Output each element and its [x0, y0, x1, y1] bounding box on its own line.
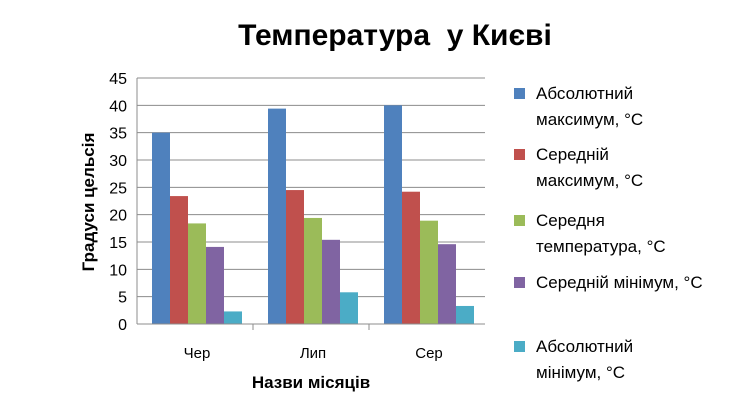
x-category-label: Лип — [300, 345, 326, 362]
bar — [170, 196, 188, 324]
x-axis-title: Назви місяців — [252, 373, 370, 392]
bar — [304, 217, 322, 324]
y-tick-labels: 0 5 10 15 20 25 30 35 40 45 — [109, 71, 127, 334]
y-tick-label: 10 — [109, 262, 127, 279]
bar — [268, 108, 286, 324]
y-tick-label: 0 — [118, 317, 127, 334]
x-category-labels: Чер Лип Сер — [184, 345, 443, 362]
y-tick-label: 45 — [109, 71, 127, 88]
bar — [402, 191, 420, 324]
legend-label: Абсолютний — [536, 84, 633, 103]
legend-label: температура, °С — [536, 237, 666, 256]
y-tick-label: 30 — [109, 153, 127, 170]
y-tick-label: 40 — [109, 98, 127, 115]
bar — [438, 244, 456, 324]
bar — [206, 246, 224, 324]
bar — [152, 132, 170, 324]
y-tick-label: 35 — [109, 126, 127, 143]
x-category-label: Сер — [415, 345, 443, 362]
legend-label: Середній — [536, 145, 609, 164]
legend-label: максимум, °С — [536, 171, 643, 190]
y-tick-label: 25 — [109, 180, 127, 197]
bar — [384, 105, 402, 324]
legend-swatch — [514, 341, 525, 352]
axes — [136, 78, 485, 330]
legend-swatch — [514, 215, 525, 226]
bar — [224, 311, 242, 324]
y-tick-label: 5 — [118, 290, 127, 307]
bar — [188, 223, 206, 324]
legend-swatch — [514, 149, 525, 160]
legend-swatch — [514, 277, 525, 288]
legend-label: Абсолютний — [536, 337, 633, 356]
y-axis-title: Градуси цельсія — [79, 133, 98, 272]
y-tick-label: 20 — [109, 208, 127, 225]
legend-label: мінімум, °С — [536, 363, 625, 382]
y-tick-label: 15 — [109, 235, 127, 252]
bar — [322, 239, 340, 324]
legend-label: Середній мінімум, °С — [536, 273, 703, 292]
legend: Абсолютний максимум, °С Середній максимум, … — [514, 84, 703, 382]
legend-label: Середня — [536, 211, 605, 230]
bar — [420, 220, 438, 324]
bar — [456, 305, 474, 324]
bars — [152, 105, 474, 324]
legend-swatch — [514, 88, 525, 99]
bar — [340, 292, 358, 324]
legend-label: максимум, °С — [536, 110, 643, 129]
x-category-label: Чер — [184, 345, 211, 362]
bar — [286, 190, 304, 324]
chart-title: Температура у Києві — [238, 19, 552, 52]
